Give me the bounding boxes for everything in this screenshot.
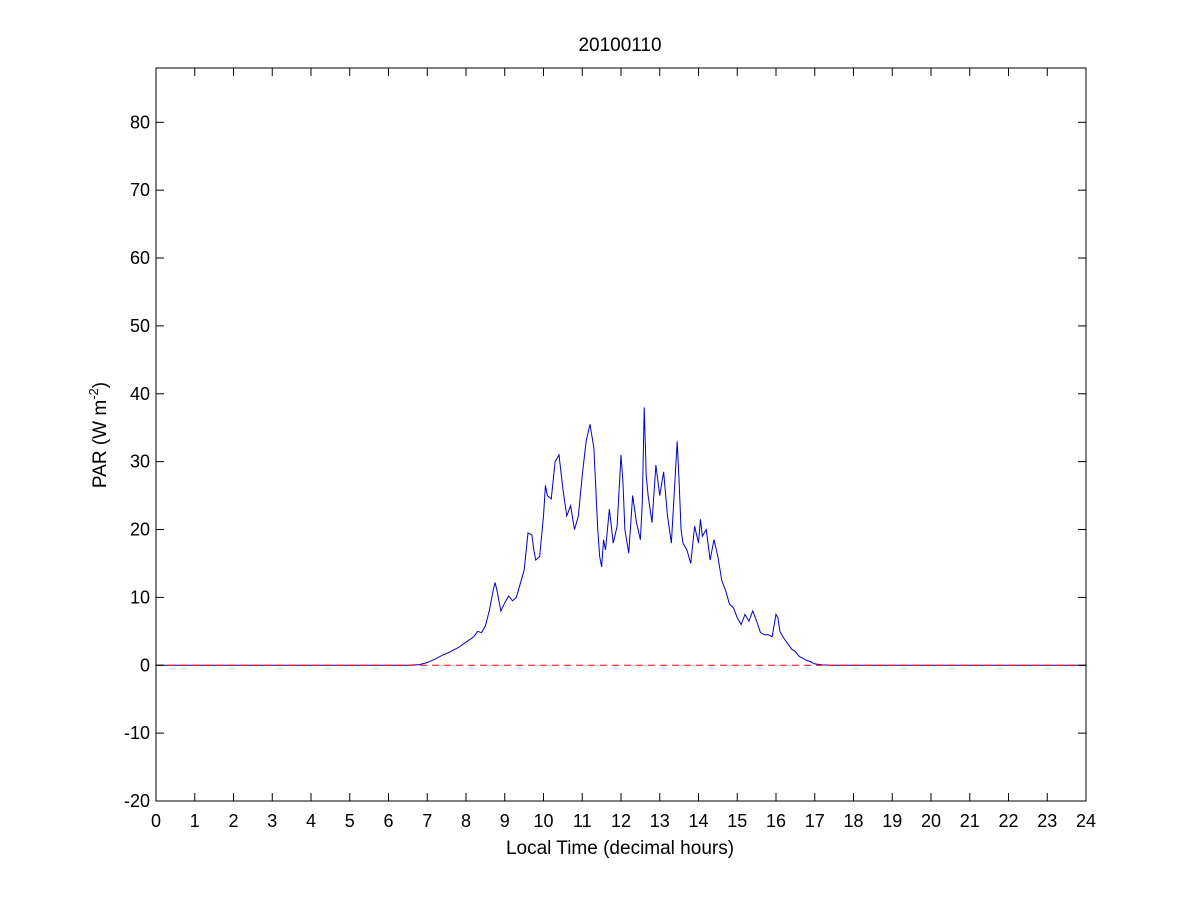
x-tick-label: 23 (1037, 811, 1057, 831)
x-tick-label: 17 (805, 811, 825, 831)
x-axis-title: Local Time (decimal hours) (506, 838, 734, 859)
y-tick-label: 0 (140, 655, 150, 675)
x-tick-label: 13 (650, 811, 670, 831)
y-tick-label: 20 (130, 520, 150, 540)
x-tick-label: 20 (921, 811, 941, 831)
x-tick-label: 21 (960, 811, 980, 831)
axes: 0 1 2 3 4 5 6 7 8 9 10 11 12 13 14 15 16 17 18 19 20 21 22 23 24… (124, 67, 1096, 831)
x-tick-label: 19 (882, 811, 902, 831)
y-axis-title: PAR (W m-2) (86, 382, 111, 488)
y-tick-label: 40 (130, 384, 150, 404)
x-tick-label: 10 (533, 811, 553, 831)
series-line-1 (156, 407, 1086, 666)
x-tick-label: 12 (611, 811, 631, 831)
x-tick-label: 3 (267, 811, 277, 831)
y-axis-title-prefix: PAR (W m (90, 400, 111, 488)
y-tick-label: -10 (124, 723, 150, 743)
y-tick-label: 10 (130, 587, 150, 607)
x-tick-label: 24 (1076, 811, 1096, 831)
plot-area (156, 407, 1086, 666)
x-tick-label: 8 (461, 811, 471, 831)
x-tick-label: 22 (998, 811, 1018, 831)
x-tick-label: 15 (727, 811, 747, 831)
x-tick-label: 6 (383, 811, 393, 831)
x-tick-label: 16 (766, 811, 786, 831)
y-tick-label: 60 (130, 248, 150, 268)
y-tick-label: 50 (130, 316, 150, 336)
y-axis-title-superscript: -2 (86, 388, 101, 400)
x-tick-label: 9 (500, 811, 510, 831)
x-tick-label: 1 (190, 811, 200, 831)
x-tick-label: 14 (688, 811, 708, 831)
x-tick-label: 7 (422, 811, 432, 831)
x-tick-label: 4 (306, 811, 316, 831)
y-axis-title-suffix: ) (90, 382, 111, 388)
x-tick-label: 11 (573, 811, 592, 831)
x-tick-label: 2 (228, 811, 238, 831)
x-tick-label: 5 (345, 811, 355, 831)
x-tick-label: 18 (843, 811, 863, 831)
chart-title: 20100110 (578, 35, 661, 56)
y-tick-label: 30 (130, 452, 150, 472)
y-tick-label: 80 (130, 112, 150, 132)
y-tick-label: -20 (124, 791, 150, 811)
y-tick-label: 70 (130, 180, 150, 200)
x-tick-label: 0 (151, 811, 161, 831)
